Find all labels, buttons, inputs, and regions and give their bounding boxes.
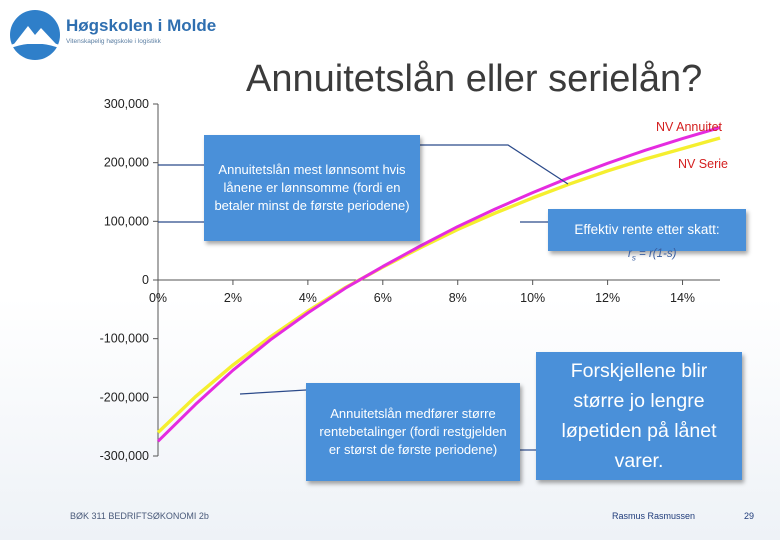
- x-tick-label: 8%: [449, 291, 467, 305]
- callout-effective-rate-text: Effektiv rente etter skatt:: [574, 222, 719, 237]
- logo: [8, 8, 62, 62]
- y-tick-label: 200,000: [104, 156, 149, 170]
- footer-author: Rasmus Rasmussen: [612, 511, 695, 521]
- y-tick-label: -100,000: [100, 332, 149, 346]
- formula-rhs: = r(1-s): [636, 248, 677, 260]
- y-tick-label: -200,000: [100, 390, 149, 404]
- callout-annuitet-profitable: Annuitetslån mest lønnsomt hvis lånene e…: [204, 135, 420, 241]
- callout-connector: [420, 145, 568, 184]
- mountain-logo-icon: [8, 8, 62, 62]
- callout-larger-interest-text: Annuitetslån medfører større rentebetali…: [314, 405, 512, 459]
- footer-page-number: 29: [744, 511, 754, 521]
- footer-course: BØK 311 BEDRIFTSØKONOMI 2b: [70, 511, 209, 521]
- callout-effective-rate: Effektiv rente etter skatt:: [548, 209, 746, 251]
- callout-connector: [240, 390, 306, 394]
- x-tick-label: 0%: [149, 291, 167, 305]
- y-tick-label: 0: [142, 273, 149, 287]
- logo-name: Høgskolen i Molde: [66, 16, 216, 36]
- logo-tagline: Vitenskapelig høgskole i logistikk: [66, 38, 161, 45]
- x-tick-label: 2%: [224, 291, 242, 305]
- y-tick-label: -300,000: [100, 449, 149, 463]
- series-label-serie: NV Serie: [678, 157, 728, 171]
- callout-conclusion: Forskjellene blir større jo lengre løpet…: [536, 352, 742, 480]
- x-tick-label: 4%: [299, 291, 317, 305]
- slide-title: Annuitetslån eller serielån?: [246, 58, 702, 101]
- x-tick-label: 14%: [670, 291, 695, 305]
- effective-rate-formula: rs = r(1-s): [628, 248, 676, 262]
- x-tick-label: 6%: [374, 291, 392, 305]
- x-tick-label: 10%: [520, 291, 545, 305]
- callout-conclusion-text: Forskjellene blir større jo lengre løpet…: [546, 356, 732, 476]
- callout-annuitet-profitable-text: Annuitetslån mest lønnsomt hvis lånene e…: [212, 161, 412, 215]
- y-tick-label: 100,000: [104, 214, 149, 228]
- callout-larger-interest: Annuitetslån medfører større rentebetali…: [306, 383, 520, 481]
- x-tick-label: 12%: [595, 291, 620, 305]
- series-label-annuitet: NV Annuitet: [656, 120, 723, 134]
- y-tick-label: 300,000: [104, 97, 149, 111]
